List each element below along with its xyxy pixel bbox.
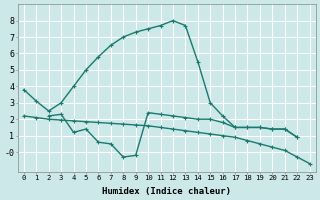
X-axis label: Humidex (Indice chaleur): Humidex (Indice chaleur) [102, 187, 231, 196]
